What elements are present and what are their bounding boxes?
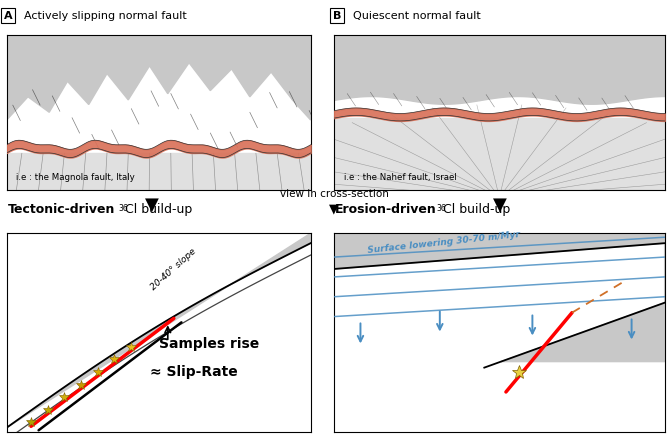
Text: ≈ Slip-Rate: ≈ Slip-Rate (150, 365, 237, 379)
Text: 36: 36 (437, 204, 447, 213)
Text: 36: 36 (119, 204, 129, 213)
Text: i.e : the Magnola fault, Italy: i.e : the Magnola fault, Italy (16, 173, 134, 182)
Text: i.e : the Nahef fault, Israel: i.e : the Nahef fault, Israel (344, 173, 457, 182)
Text: Tectonic-driven: Tectonic-driven (8, 203, 116, 216)
Text: Cl build-up: Cl build-up (125, 203, 192, 216)
Text: Surface lowering 30-70 m/Myr: Surface lowering 30-70 m/Myr (367, 230, 520, 255)
Polygon shape (7, 233, 311, 428)
Text: ▼: ▼ (493, 195, 506, 214)
Text: ▼: ▼ (146, 195, 159, 214)
Text: Erosion-driven: Erosion-driven (335, 203, 437, 216)
Text: A: A (4, 11, 12, 20)
Polygon shape (501, 233, 665, 361)
Polygon shape (7, 35, 311, 120)
Text: Actively slipping normal fault: Actively slipping normal fault (24, 11, 187, 20)
Text: view in cross-section: view in cross-section (280, 189, 388, 198)
Polygon shape (334, 119, 665, 190)
Text: ▼: ▼ (329, 202, 339, 215)
Text: Quiescent normal fault: Quiescent normal fault (353, 11, 480, 20)
Polygon shape (7, 153, 311, 190)
Text: Samples rise: Samples rise (159, 337, 259, 351)
Text: Cl build-up: Cl build-up (443, 203, 510, 216)
Polygon shape (334, 233, 665, 269)
Text: 20-40° slope: 20-40° slope (150, 246, 198, 292)
Text: B: B (333, 11, 341, 20)
